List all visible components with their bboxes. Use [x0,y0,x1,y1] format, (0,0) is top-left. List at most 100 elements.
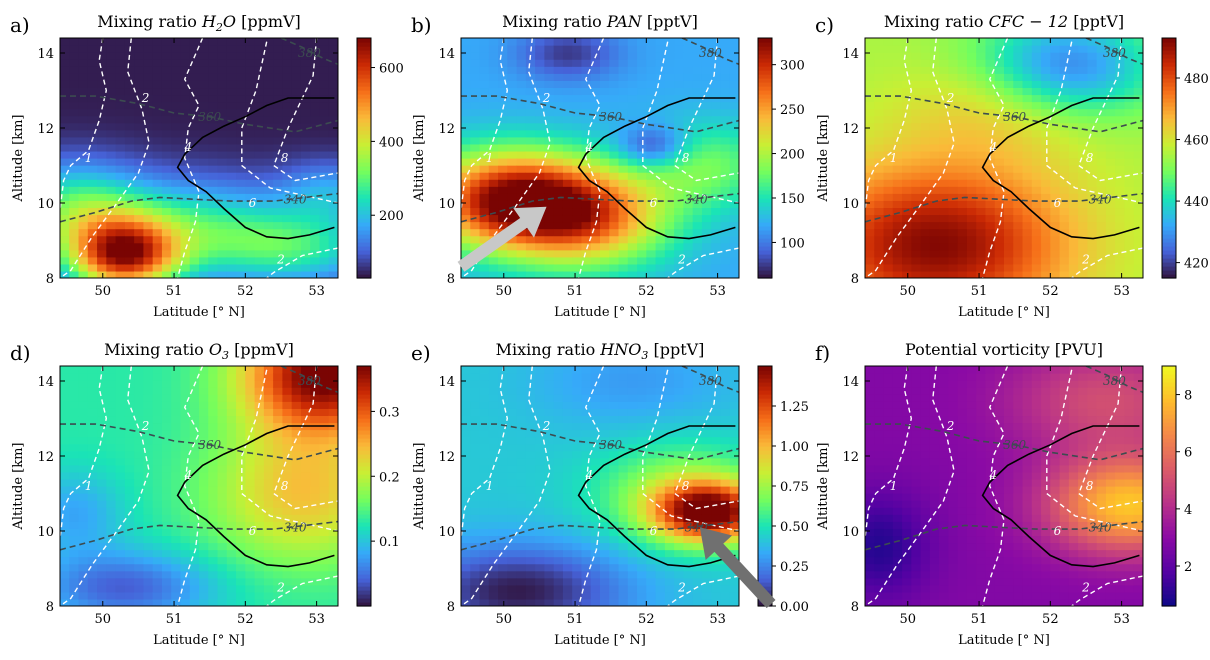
heatmap-cell [125,465,135,473]
heatmap-cell [619,66,629,74]
heatmap-cell [116,250,126,258]
heatmap-cell [60,571,70,579]
heatmap-cell [480,229,490,237]
heatmap-cell [544,165,554,173]
heatmap-cell [208,45,218,53]
heatmap-cell [236,45,246,53]
heatmap-cell [1124,243,1134,251]
heatmap-cell [1032,229,1042,237]
heatmap-cell [319,592,329,600]
heatmap-cell [711,144,721,152]
heatmap-cell [563,408,573,416]
x-tick-label: 50 [495,284,512,299]
heatmap-cell [958,38,968,46]
heatmap-cell [106,123,116,131]
heatmap-cell [329,130,339,138]
heatmap-cell [1106,137,1116,145]
heatmap-cell [329,535,339,543]
heatmap-cell [656,130,666,138]
heatmap-cell [1013,250,1023,258]
heatmap-cell [517,408,527,416]
heatmap-cell [97,186,107,194]
heatmap-cell [227,437,237,445]
heatmap-cell [199,500,209,508]
heatmap-cell [498,271,508,279]
heatmap-cell [69,102,79,110]
heatmap-cell [544,172,554,180]
heatmap-cell [489,80,499,88]
heatmap-cell [1013,137,1023,145]
heatmap-cell [1134,45,1144,53]
heatmap-cell [967,45,977,53]
heatmap-cell [292,222,302,230]
heatmap-cell [1087,207,1097,215]
heatmap-cell [255,465,265,473]
heatmap-cell [97,479,107,487]
heatmap-cell [319,401,329,409]
heatmap-cell [60,116,70,124]
heatmap-cell [581,200,591,208]
heatmap-cell [125,59,135,67]
heatmap-cell [1106,243,1116,251]
heatmap-cell [1124,207,1134,215]
heatmap-cell [1050,52,1060,60]
heatmap-cell [1069,94,1079,102]
heatmap-cell [646,243,656,251]
theta-contour-label: 360 [599,110,622,124]
heatmap-cell [180,430,190,438]
heatmap-cell [301,507,311,515]
pv-contour-label: 8 [281,151,289,165]
heatmap-cell [893,87,903,95]
heatmap-cell [948,229,958,237]
heatmap-cell [255,214,265,222]
heatmap-cell [292,137,302,145]
colorbar-segment [357,526,371,531]
heatmap-cell [535,172,545,180]
heatmap-cell [637,229,647,237]
heatmap-cell [60,387,70,395]
heatmap-cell [1078,172,1088,180]
heatmap-cell [948,73,958,81]
heatmap-cell [282,535,292,543]
heatmap-cell [190,366,200,374]
colorbar-segment [1162,46,1176,51]
heatmap-cell [273,130,283,138]
heatmap-cell [693,214,703,222]
heatmap-cell [911,222,921,230]
heatmap-cell [711,207,721,215]
heatmap-cell [171,172,181,180]
heatmap-cell [162,87,172,95]
heatmap-cell [619,250,629,258]
colorbar-segment [357,542,371,547]
heatmap-cell [902,165,912,173]
heatmap-cell [171,200,181,208]
heatmap-cell [218,387,228,395]
heatmap-cell [628,94,638,102]
heatmap-cell [301,585,311,593]
heatmap-cell [125,151,135,159]
heatmap-cell [517,236,527,244]
heatmap-cell [79,387,89,395]
heatmap-cell [171,38,181,46]
heatmap-cell [88,437,98,445]
heatmap-cell [693,80,703,88]
heatmap-cell [674,59,684,67]
heatmap-cell [1041,193,1051,201]
heatmap-cell [461,557,471,565]
heatmap-cell [319,165,329,173]
heatmap-cell [106,193,116,201]
heatmap-cell [507,430,517,438]
heatmap-cell [554,222,564,230]
heatmap-cell [958,271,968,279]
heatmap-cell [939,200,949,208]
heatmap-cell [619,52,629,60]
heatmap-cell [1087,222,1097,230]
heatmap-cell [526,408,536,416]
heatmap-cell [720,109,730,117]
heatmap-cell [69,250,79,258]
heatmap-cell [69,437,79,445]
heatmap-cell [526,116,536,124]
heatmap-cell [507,179,517,187]
colorbar-segment [357,438,371,443]
heatmap-cell [301,257,311,265]
